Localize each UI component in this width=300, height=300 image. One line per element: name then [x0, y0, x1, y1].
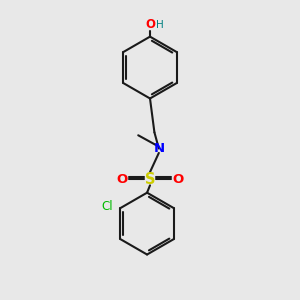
Text: N: N — [153, 142, 164, 155]
Text: O: O — [116, 173, 128, 186]
Text: O: O — [145, 18, 155, 31]
Text: O: O — [172, 173, 184, 186]
Text: S: S — [145, 172, 155, 187]
Text: H: H — [157, 20, 164, 30]
Text: Cl: Cl — [101, 200, 113, 213]
